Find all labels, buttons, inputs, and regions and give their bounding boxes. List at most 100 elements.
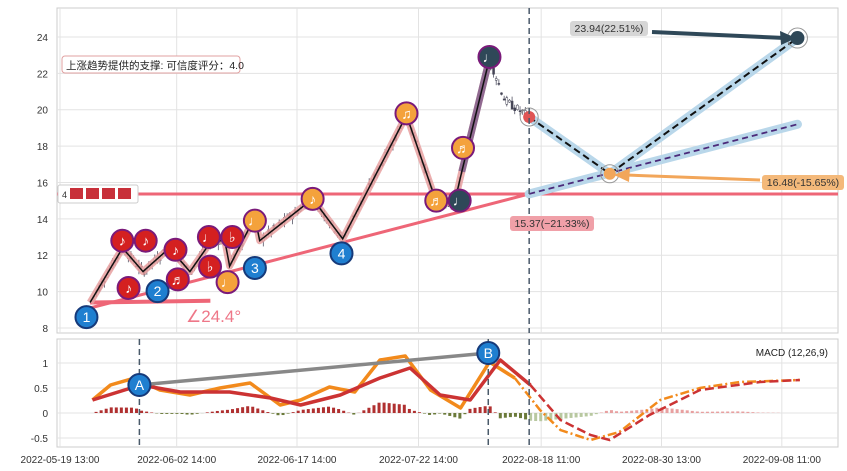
macd-histogram-bar [281, 413, 285, 416]
candle [508, 99, 511, 103]
signal-marker: ♩ [215, 270, 240, 295]
signal-marker-label: ♬ [456, 140, 470, 156]
current-price-dot [523, 110, 536, 123]
macd-histogram-bar [301, 409, 305, 413]
signal-marker-label: ♩ [221, 274, 235, 290]
macd-histogram-bar [640, 409, 644, 413]
signal-marker: ♪ [116, 275, 141, 300]
signal-marker: ♬ [424, 188, 449, 213]
signal-marker-icon [242, 208, 267, 233]
macd-histogram-bar [332, 407, 336, 413]
macd-histogram-bar [468, 408, 472, 413]
macd-histogram-bar [321, 407, 325, 413]
macd-histogram-bar [195, 413, 199, 414]
macd-histogram-bar [377, 402, 381, 413]
signal-marker-icon [116, 275, 141, 300]
macd-histogram-bar [428, 413, 432, 415]
current-price-ring [519, 107, 539, 127]
macd-histogram-bar [513, 413, 517, 417]
macd-histogram-bar [726, 411, 730, 413]
divergence-marker-label: A [135, 377, 145, 393]
macd-y-tick-label: 0.5 [34, 384, 48, 395]
signal-marker: ♩ [242, 208, 267, 233]
macd-histogram-bar [569, 413, 573, 418]
signal-marker-icon [220, 225, 245, 250]
y-tick-label: 22 [37, 69, 49, 80]
macd-histogram-bar [604, 410, 608, 413]
macd-histogram-bar [266, 412, 270, 413]
macd-histogram-bar [402, 404, 406, 413]
support-label-bg [510, 216, 594, 231]
candle [502, 98, 506, 101]
macd-histogram-bar [564, 413, 568, 419]
macd-histogram-bar [231, 409, 235, 413]
macd-histogram-bar [655, 407, 659, 413]
macd-histogram-bar [423, 413, 427, 414]
support-label: 15.37(−21.33%) [514, 218, 589, 230]
target-low-label: 16.48(-15.65%) [767, 177, 839, 189]
signal-marker-icon [424, 188, 449, 213]
candle [516, 104, 519, 110]
signal-marker-label: ♩ [453, 193, 467, 209]
y-tick-label: 20 [37, 106, 49, 117]
signal-marker-icon [329, 241, 354, 266]
target-high-label: 23.94(22.51%) [575, 23, 644, 35]
legend-pattern-icon [118, 188, 131, 199]
signal-marker-icon [394, 101, 419, 126]
trend-projection-line [528, 123, 798, 195]
macd-histogram-bar [609, 410, 613, 413]
macd-histogram-bar [463, 413, 467, 415]
divergence-marker-label: B [484, 345, 493, 361]
macd-histogram-bar [544, 413, 548, 421]
macd-histogram-bar [508, 413, 512, 418]
signal-marker-label: ♪ [142, 233, 149, 249]
signal-marker: ♫ [394, 101, 419, 126]
signal-marker: ♬ [165, 267, 190, 292]
signal-marker-icon [110, 228, 135, 253]
signal-marker-icon [198, 254, 223, 279]
macd-histogram-bar [251, 406, 255, 413]
signal-marker-icon [451, 135, 476, 160]
macd-histogram-bar [306, 409, 310, 413]
signal-marker: ♪ [133, 228, 158, 253]
macd-histogram-bar [493, 412, 497, 413]
macd-histogram-bar [170, 413, 174, 414]
candle [505, 97, 509, 105]
macd-histogram-bar [448, 413, 452, 416]
macd-histogram-bar [731, 411, 735, 413]
signal-marker: 3 [242, 255, 267, 280]
arrow-high [651, 30, 786, 40]
support-note-bg [61, 55, 241, 74]
macd-histogram-bar [286, 413, 290, 414]
macd-histogram-bar [685, 410, 689, 413]
macd-histogram-bar [256, 408, 260, 413]
macd-histogram-bar [180, 413, 184, 415]
y-tick-label: 16 [37, 178, 49, 189]
macd-histogram-bar [650, 408, 654, 413]
macd-histogram-bar [215, 410, 219, 413]
macd-histogram-bar [559, 413, 563, 419]
macd-histogram-bar [276, 413, 280, 416]
macd-histogram-bar [488, 406, 492, 413]
macd-histogram-bar [438, 413, 442, 414]
macd-histogram-bar [190, 413, 194, 415]
legend-pattern-icon [70, 188, 83, 199]
x-tick-label: 2022-06-02 14:00 [137, 455, 216, 466]
signal-marker: ♪ [300, 186, 325, 211]
signal-marker-icon [74, 305, 99, 330]
macd-histogram-bar [407, 408, 411, 413]
signal-marker-label: ♪ [125, 280, 132, 296]
y-tick-label: 14 [37, 215, 49, 226]
macd-histogram-bar [529, 413, 533, 421]
y-tick-label: 24 [37, 33, 49, 44]
macd-histogram-bar [99, 410, 103, 413]
signal-marker-icon [447, 188, 472, 213]
legend-count: 4 [62, 190, 67, 200]
macd-histogram-bar [382, 402, 386, 413]
candle [518, 110, 522, 112]
macd-histogram-bar [246, 406, 250, 413]
macd-histogram-bar [519, 413, 523, 419]
macd-histogram-bar [433, 413, 437, 415]
macd-histogram-bar [397, 404, 401, 413]
